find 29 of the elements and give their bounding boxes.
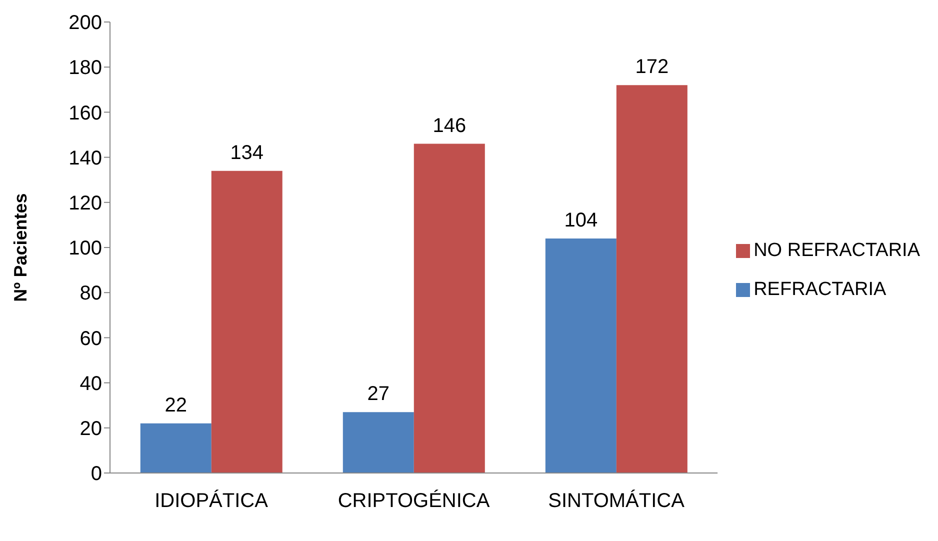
bar (342, 412, 414, 473)
y-tick-label: 200 (68, 12, 102, 34)
x-tick-label: IDIOPÁTICA (154, 489, 269, 512)
bar (140, 423, 212, 473)
y-tick-label: 120 (68, 192, 102, 214)
y-tick-label: 80 (80, 282, 102, 305)
data-label: 104 (564, 209, 598, 232)
x-tick-label: CRIPTOGÉNICA (338, 489, 490, 512)
y-tick-label: 100 (68, 238, 102, 260)
x-tick-label: SINTOMÁTICA (548, 489, 686, 512)
y-tick-label: 60 (80, 328, 102, 350)
y-tick-label: 180 (68, 57, 102, 80)
data-label: 22 (164, 394, 188, 416)
data-label: 27 (367, 383, 390, 406)
data-label: 146 (432, 114, 466, 137)
legend-label: REFRACTARIA (754, 278, 886, 300)
y-tick-label: 160 (68, 102, 102, 124)
data-label: 134 (230, 142, 264, 164)
y-tick-label: 20 (80, 418, 102, 440)
bar (616, 85, 688, 473)
y-axis-title: Nº Pacientes (10, 193, 30, 302)
y-tick-label: 140 (68, 147, 102, 170)
bar (545, 238, 616, 473)
y-tick-label: 0 (90, 463, 102, 486)
data-label: 172 (635, 56, 669, 78)
bar (211, 170, 282, 473)
bar (414, 144, 485, 473)
y-tick-label: 40 (80, 372, 102, 395)
legend-label: NO REFRACTARIA (754, 240, 920, 260)
